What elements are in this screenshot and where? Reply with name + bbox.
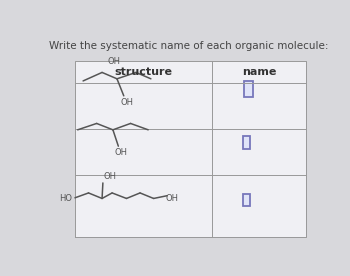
Text: name: name [241, 67, 276, 77]
Text: HO: HO [59, 194, 72, 203]
Bar [243, 193, 250, 206]
Text: OH: OH [120, 98, 133, 107]
Text: structure: structure [114, 67, 173, 77]
Bar [75, 61, 306, 237]
Text: OH: OH [104, 172, 117, 181]
Bar [244, 81, 253, 97]
Text: OH: OH [115, 148, 128, 157]
Text: Write the systematic name of each organic molecule:: Write the systematic name of each organi… [49, 41, 329, 51]
Text: OH: OH [166, 194, 179, 203]
Text: OH: OH [107, 57, 120, 67]
Bar [243, 136, 250, 149]
